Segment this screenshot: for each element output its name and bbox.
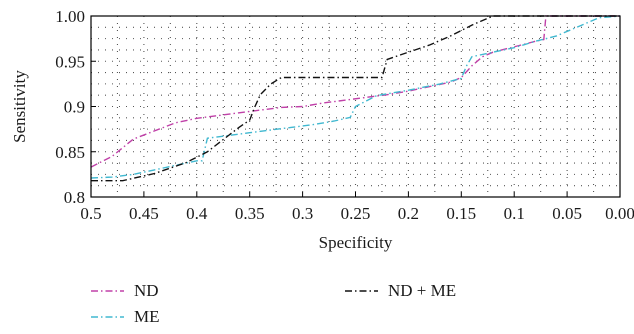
series-line-nd [90,15,620,168]
x-tick-label: 0.15 [446,204,476,223]
y-tick-label: 0.8 [64,188,85,207]
x-tick-label: 0.5 [80,204,101,223]
y-tick-label: 0.9 [64,98,85,117]
x-tick-label: 0.35 [235,204,265,223]
x-axis-title: Specificity [319,233,393,252]
x-tick-label: 0.2 [398,204,419,223]
y-tick-label: 1.00 [55,7,85,26]
ticks-layer: 0.5 0.45 0.4 0.35 0.3 0.25 0.2 0.15 0.1 0.05 0.00 0… [55,7,634,223]
series-line-me [90,15,621,179]
x-tick-label: 0.05 [552,204,582,223]
series-layer [90,15,621,182]
legend-label-me: ME [134,307,160,326]
x-tick-label: 0.3 [292,204,313,223]
legend-label-nd: ND [134,281,159,300]
x-tick-label: 0.1 [504,204,525,223]
x-tick-label: 0.4 [186,204,208,223]
x-tick-label: 0.45 [129,204,159,223]
y-tick-label: 0.85 [55,143,85,162]
y-tick-label: 0.95 [55,52,85,71]
y-axis-title: Sensitivity [10,70,29,143]
legend-label-nd-me: ND + ME [388,281,456,300]
legend: ND ME ND + ME [91,281,456,326]
x-tick-label: 0.25 [341,204,371,223]
x-tick-label: 0.00 [605,204,634,223]
